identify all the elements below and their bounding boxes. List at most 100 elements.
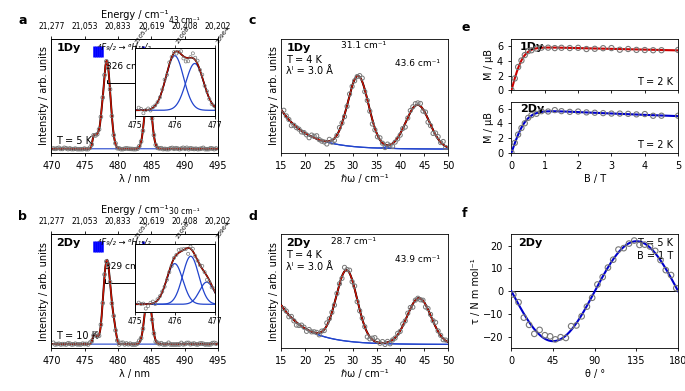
Point [326, 309, 337, 316]
Point [190, 145, 201, 152]
Point [207, 145, 218, 152]
Point [183, 146, 194, 152]
Point [75, 341, 86, 348]
Text: 1Dy: 1Dy [56, 43, 81, 52]
Point [523, 115, 534, 121]
Point [519, 52, 530, 58]
Point [349, 78, 360, 84]
Point [185, 145, 196, 151]
Point [357, 75, 368, 81]
Point [666, 272, 677, 278]
Point [296, 129, 307, 135]
Point [440, 144, 451, 151]
Point [377, 339, 388, 345]
Point [188, 146, 199, 152]
Text: T = 4 K: T = 4 K [286, 55, 322, 65]
Point [430, 319, 441, 325]
Point [603, 264, 614, 271]
Point [182, 145, 192, 151]
Point [438, 138, 449, 145]
Point [50, 146, 61, 152]
Point [384, 142, 395, 149]
Point [64, 145, 75, 152]
Point [187, 145, 198, 152]
Point [589, 46, 600, 52]
Point [103, 262, 114, 268]
Point [83, 341, 94, 348]
Point [132, 340, 143, 346]
Point [319, 139, 329, 145]
Point [329, 137, 340, 143]
Point [160, 341, 171, 348]
Text: 1Dy: 1Dy [286, 43, 311, 52]
Point [199, 341, 210, 348]
Y-axis label: Intensity / arb. units: Intensity / arb. units [38, 47, 49, 145]
Point [614, 47, 625, 53]
Point [97, 94, 108, 100]
Point [73, 341, 84, 348]
Text: B = 1 T: B = 1 T [637, 251, 673, 262]
Point [673, 47, 684, 53]
Point [387, 337, 398, 343]
Point [79, 145, 90, 152]
Point [205, 145, 216, 151]
Point [172, 341, 183, 348]
Point [351, 74, 362, 80]
Point [94, 333, 105, 339]
Point [321, 320, 332, 326]
Point [438, 337, 449, 343]
Point [573, 45, 584, 51]
Point [108, 132, 119, 138]
Point [306, 132, 317, 138]
Point [130, 146, 141, 152]
Point [203, 146, 214, 152]
Point [192, 146, 203, 152]
Point [72, 146, 83, 152]
Point [508, 291, 519, 298]
Point [359, 324, 370, 330]
Point [278, 107, 289, 113]
Point [427, 130, 438, 136]
Y-axis label: τ / N m mol⁻¹: τ / N m mol⁻¹ [471, 258, 482, 324]
Point [550, 336, 561, 343]
Point [158, 341, 169, 348]
Point [291, 322, 302, 328]
Point [423, 119, 434, 126]
Point [301, 132, 312, 138]
Text: T = 2 K: T = 2 K [637, 77, 673, 87]
Point [205, 341, 216, 348]
Point [86, 142, 97, 148]
Point [586, 295, 597, 301]
Point [400, 124, 411, 130]
Point [564, 45, 575, 51]
Point [136, 138, 147, 145]
Y-axis label: Intensity / arb. units: Intensity / arb. units [269, 242, 279, 341]
Point [72, 341, 83, 348]
Point [623, 46, 634, 52]
Point [116, 146, 127, 152]
Point [631, 47, 642, 53]
Text: 2Dy: 2Dy [286, 238, 311, 248]
Point [405, 108, 416, 114]
Point [608, 256, 619, 263]
Point [382, 338, 393, 344]
Point [57, 146, 68, 152]
Point [362, 334, 373, 340]
Point [114, 145, 125, 152]
Point [534, 327, 545, 333]
Point [354, 308, 365, 314]
Point [199, 146, 210, 152]
Point [84, 339, 95, 346]
Point [597, 274, 608, 280]
Point [592, 282, 603, 288]
Point [339, 113, 350, 120]
Point [543, 108, 553, 115]
Point [332, 291, 342, 297]
Point [321, 141, 332, 147]
Point [90, 330, 101, 336]
Point [647, 47, 658, 53]
Point [334, 281, 345, 287]
Point [342, 103, 353, 109]
Point [143, 85, 154, 91]
Point [136, 335, 147, 341]
